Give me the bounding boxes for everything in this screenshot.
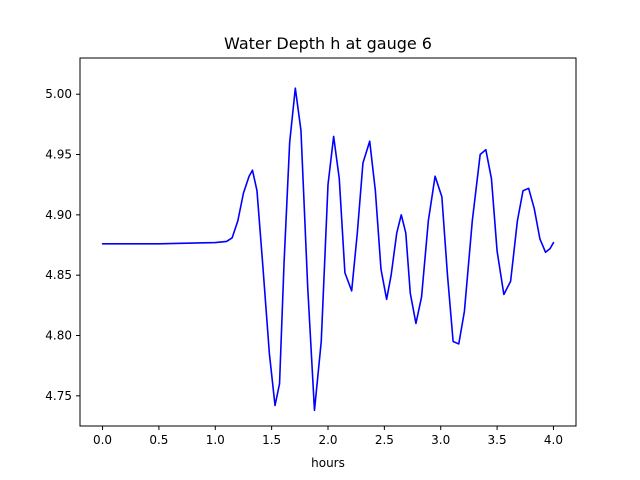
x-axis: 0.0 0.5 1.0 1.5 2.0 2.5 3.0 3.5 4.0	[93, 426, 563, 447]
y-tick-label: 5.00	[45, 87, 72, 101]
x-tick-label: 1.5	[262, 433, 281, 447]
x-tick-label: 0.0	[93, 433, 112, 447]
x-tick-label: 2.5	[375, 433, 394, 447]
y-tick-label: 4.95	[45, 148, 72, 162]
y-tick-label: 4.90	[45, 208, 72, 222]
plot-frame	[79, 57, 577, 427]
plot-area	[79, 57, 577, 427]
x-tick-label: 1.0	[206, 433, 225, 447]
x-tick-label: 2.0	[318, 433, 337, 447]
x-tick-label: 3.0	[431, 433, 450, 447]
x-axis-label: hours	[311, 456, 345, 470]
y-tick-label: 4.85	[45, 268, 72, 282]
x-tick-label: 3.5	[488, 433, 507, 447]
series-line-1	[101, 87, 555, 412]
x-tick-label: 0.5	[149, 433, 168, 447]
chart-title: Water Depth h at gauge 6	[224, 34, 432, 53]
y-tick-label: 4.80	[45, 329, 72, 343]
y-tick-label: 4.75	[45, 389, 72, 403]
x-tick-label: 4.0	[544, 433, 563, 447]
y-axis: 4.75 4.80 4.85 4.90 4.95 5.00	[45, 87, 80, 403]
